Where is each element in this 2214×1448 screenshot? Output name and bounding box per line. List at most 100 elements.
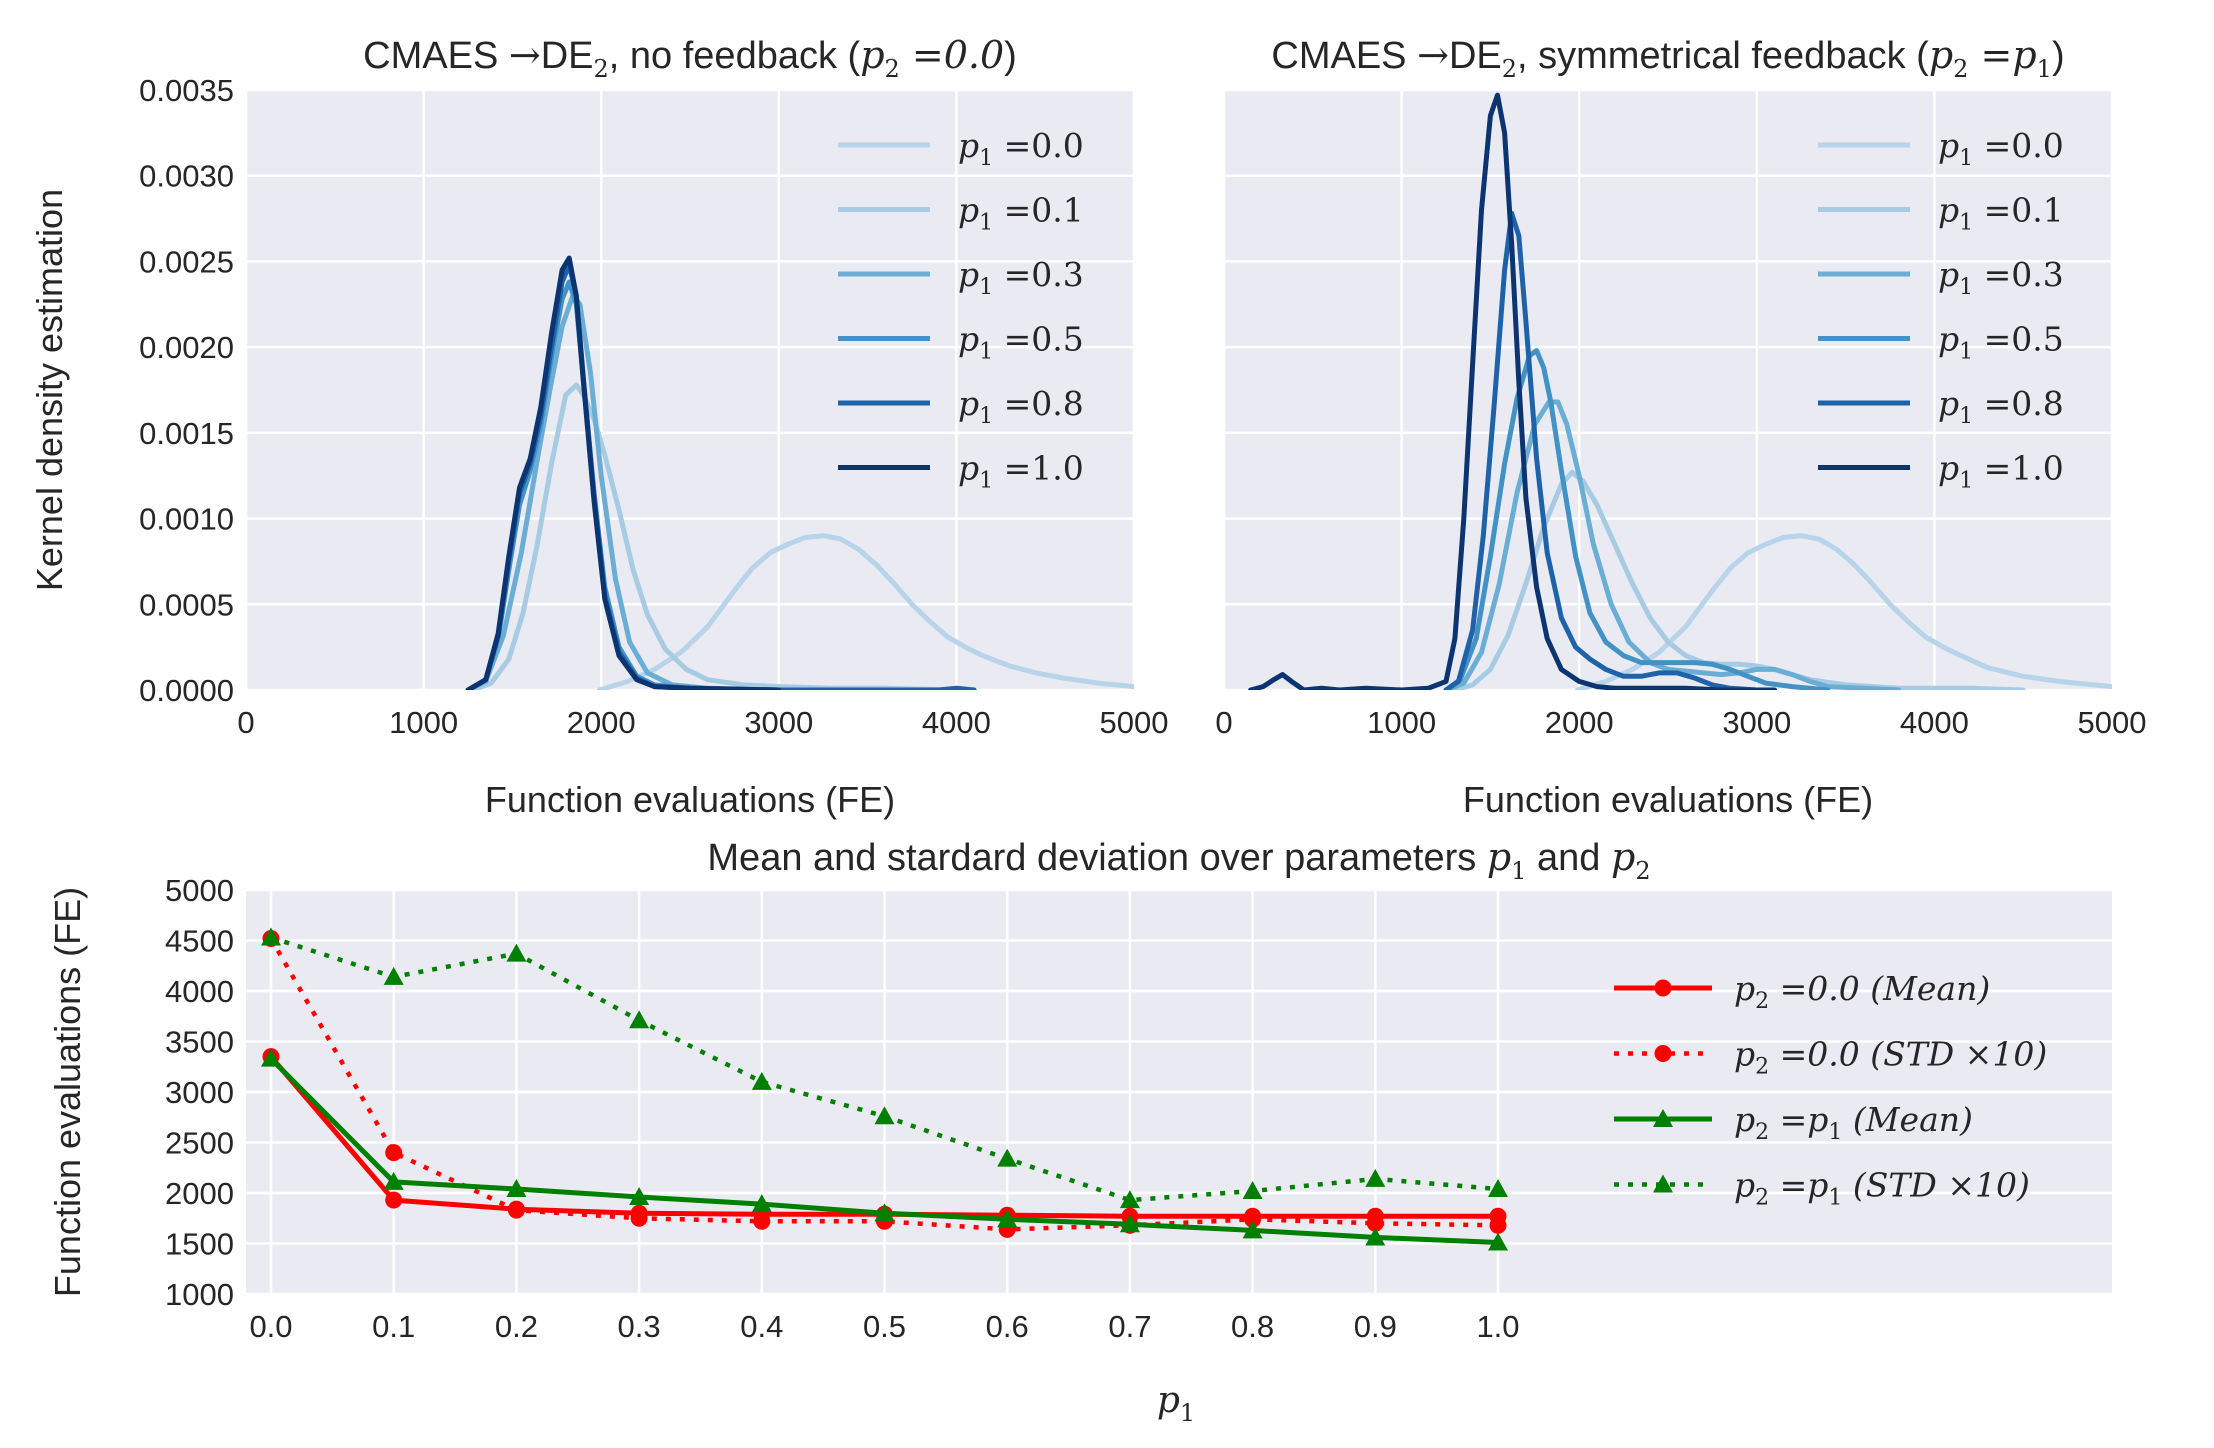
x-tick-label: 0.4 <box>740 1309 783 1344</box>
legend: p1 =0.0 p1 =0.1 p1 =0.3 p1 =0.5 p1 =0.8 p1 =1… <box>838 126 1084 494</box>
data-point <box>997 1148 1018 1167</box>
series-lines <box>465 255 1134 690</box>
data-point <box>1489 1207 1507 1225</box>
data-point <box>874 1203 895 1222</box>
x-tick-label: 2000 <box>567 705 636 740</box>
series-line-0 <box>1574 533 2112 690</box>
x-tick-label: 5000 <box>1100 705 1169 740</box>
panel-title: Mean and stardard deviation over paramet… <box>707 835 1650 885</box>
x-tick-label: 4000 <box>1900 705 1969 740</box>
legend-label: p1 =0.5 <box>958 320 1084 365</box>
data-point <box>1244 1207 1262 1225</box>
y-tick-label: 4500 <box>165 924 234 959</box>
data-point <box>629 1187 650 1206</box>
x-tick-label: 0 <box>1215 705 1232 740</box>
legend-label: p1 =0.0 <box>1938 126 2064 171</box>
x-tick-label: 0.2 <box>495 1309 538 1344</box>
series-line-3 <box>1443 348 1831 690</box>
series-line-4 <box>1443 210 1760 690</box>
series-line-5 <box>1248 92 1778 690</box>
x-tick-label: 0.5 <box>863 1309 906 1344</box>
y-tick-label: 0.0000 <box>139 673 234 708</box>
data-point <box>1488 1178 1508 1197</box>
legend-marker <box>1654 1045 1672 1062</box>
legend-label: p2 =0.0 (Mean) <box>1734 969 1990 1014</box>
series-line-1 <box>269 937 1499 1232</box>
legend-label: p1 =0.5 <box>1938 320 2064 365</box>
x-tick-label: 0.3 <box>618 1309 661 1344</box>
x-tick-label: 1000 <box>389 705 458 740</box>
data-point <box>1365 1227 1386 1246</box>
y-tick-label: 2000 <box>165 1176 234 1211</box>
data-point <box>506 1178 527 1197</box>
series-line-2 <box>1443 399 1902 690</box>
data-point <box>630 1204 648 1222</box>
mean-std-panel: 0.0 0.1 0.2 0.3 0.4 0.5 0.6 0.7 0.8 0.9 1.0 1000 150… <box>47 835 2112 1427</box>
legend-label: p1 =1.0 <box>1938 449 2064 494</box>
y-tick-label: 0.0035 <box>139 73 234 108</box>
data-point <box>261 1048 281 1067</box>
data-point <box>1365 1168 1386 1187</box>
data-point <box>261 927 281 946</box>
y-tick-label: 0.0010 <box>139 502 234 537</box>
legend-label: p1 =0.1 <box>1938 191 2064 236</box>
legend-label: p2 =p1 (STD ×10) <box>1734 1166 2030 1211</box>
y-axis-label: Kernel density estimation <box>29 189 70 591</box>
legend-label: p1 =0.8 <box>1938 384 2064 429</box>
legend-marker <box>1654 979 1672 997</box>
legend-label: p1 =0.3 <box>958 255 1084 300</box>
x-tick-label: 1.0 <box>1476 1309 1519 1344</box>
legend-marker <box>1653 1174 1673 1193</box>
y-tick-label: 5000 <box>165 873 234 908</box>
y-tick-label: 0.0030 <box>139 159 234 194</box>
x-tick-label: 0.8 <box>1231 1309 1274 1344</box>
data-point <box>997 1209 1018 1228</box>
y-tick-label: 0.0025 <box>139 244 234 279</box>
x-tick-label: 0.7 <box>1108 1309 1151 1344</box>
data-point <box>385 1144 403 1162</box>
x-tick-label: 0.9 <box>1354 1309 1397 1344</box>
legend-label: p1 =0.8 <box>958 384 1084 429</box>
x-tick-label: 2000 <box>1545 705 1614 740</box>
panel-title: CMAES →DE2, symmetrical feedback (p2 =p1… <box>1271 33 2064 83</box>
x-tick-label: 3000 <box>1722 705 1791 740</box>
kde-no-feedback-panel: 0 1000 2000 3000 4000 5000 0.0000 0.0005 0.0010 0… <box>29 33 1168 820</box>
x-tick-label: 5000 <box>2078 705 2147 740</box>
y-tick-label: 3500 <box>165 1025 234 1060</box>
legend-label: p1 =0.3 <box>1938 255 2064 300</box>
data-point <box>874 1106 895 1125</box>
x-tick-label: 0.1 <box>372 1309 415 1344</box>
kde-symmetrical-feedback-panel: 0 1000 2000 3000 4000 5000 p1 =0.0 p1 =0.1 p1 =0… <box>1215 33 2146 820</box>
x-tick-label: 0 <box>237 705 254 740</box>
y-tick-label: 0.0020 <box>139 330 234 365</box>
data-point <box>383 1171 404 1190</box>
data-point <box>1119 1190 1140 1209</box>
legend-label: p1 =0.0 <box>958 126 1084 171</box>
legend: p2 =0.0 (Mean) p2 =0.0 (STD ×10) p2 =p1 (M… <box>1614 969 2047 1211</box>
x-tick-label: 0.0 <box>249 1309 292 1344</box>
series-line-5 <box>465 255 782 690</box>
data-point <box>1242 1220 1263 1239</box>
legend-label: p1 =1.0 <box>958 449 1084 494</box>
legend-label: p2 =0.0 (STD ×10) <box>1734 1035 2047 1080</box>
y-tick-label: 0.0015 <box>139 416 234 451</box>
y-tick-label: 1000 <box>165 1277 234 1312</box>
legend-label: p2 =p1 (Mean) <box>1734 1100 1973 1145</box>
plot-area <box>1224 90 2112 690</box>
y-tick-label: 4000 <box>165 974 234 1009</box>
data-point <box>751 1071 772 1090</box>
data-point <box>629 1010 650 1029</box>
x-tick-label: 0.6 <box>986 1309 1029 1344</box>
y-tick-label: 1500 <box>165 1227 234 1262</box>
data-point <box>383 966 404 985</box>
x-tick-label: 1000 <box>1367 705 1436 740</box>
data-point <box>1119 1214 1140 1233</box>
y-tick-label: 0.0005 <box>139 587 234 622</box>
x-axis-label: Function evaluations (FE) <box>1463 779 1873 820</box>
y-tick-label: 3000 <box>165 1075 234 1110</box>
data-point <box>506 943 527 962</box>
data-point <box>507 1200 525 1218</box>
data-point <box>751 1194 772 1213</box>
x-axis-label: p1 <box>1157 1380 1195 1427</box>
y-tick-label: 2500 <box>165 1126 234 1161</box>
